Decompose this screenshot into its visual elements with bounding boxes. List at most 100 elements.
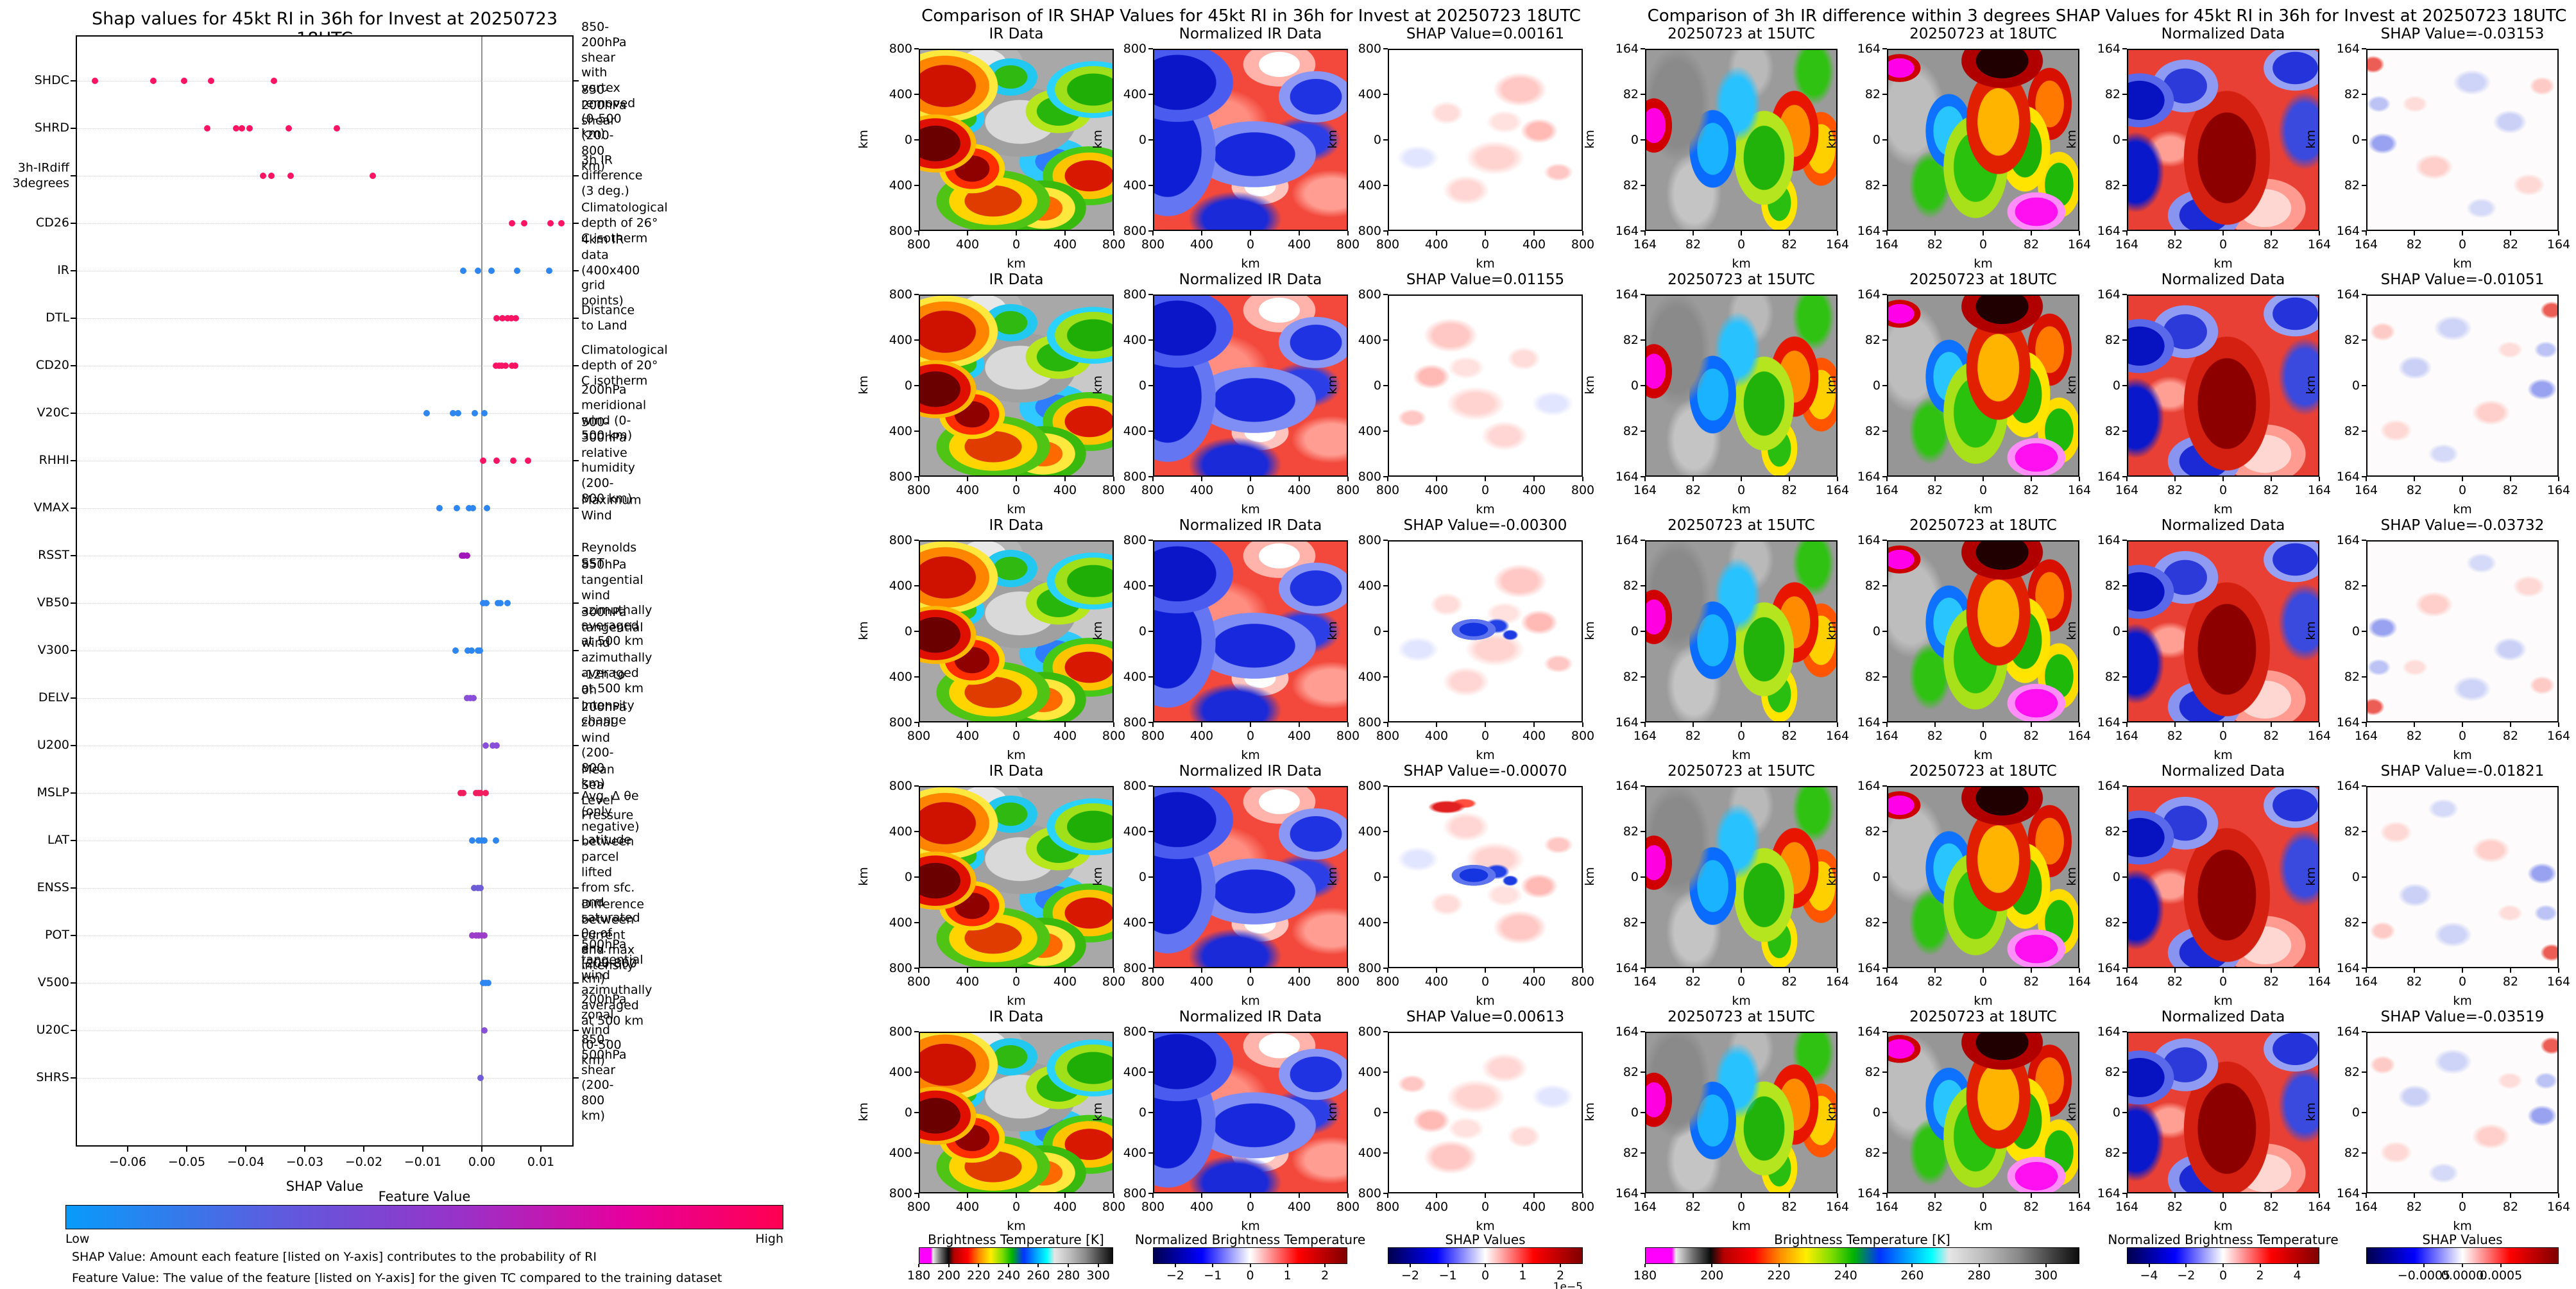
- x-tick-mark: [1485, 477, 1486, 481]
- y-tick-label: 0: [2112, 379, 2120, 393]
- y-tick-label: 0: [2112, 133, 2120, 147]
- x-tick-label: 164: [2115, 729, 2139, 743]
- y-tick-mark: [1383, 94, 1388, 95]
- y-tick-mark: [2362, 339, 2366, 341]
- y-tick-mark: [1641, 230, 1645, 232]
- y-axis-km-label: km: [1583, 621, 1597, 640]
- x-tick-mark: [1436, 477, 1437, 481]
- y-tick-mark: [2122, 294, 2127, 295]
- x-tick-label: 800: [907, 237, 931, 252]
- y-tick-mark: [1641, 431, 1645, 432]
- map-frame: [1388, 1032, 1583, 1193]
- shap-dot: [547, 220, 554, 226]
- y-tick-label: 82: [1623, 178, 1639, 192]
- x-tick-mark: [1347, 722, 1349, 727]
- x-tick-mark: [1436, 968, 1437, 973]
- y-tick-mark: [1882, 1152, 1887, 1154]
- x-tick-mark: [1741, 477, 1742, 481]
- x-tick-mark: [1299, 231, 1300, 235]
- y-tick-label: 164: [2097, 715, 2120, 730]
- x-tick-label: 82: [1927, 483, 1943, 497]
- y-tick-mark: [1383, 139, 1388, 141]
- x-tick-mark: [1250, 477, 1251, 481]
- subplot-title: Normalized Data: [2161, 26, 2285, 42]
- shap-dot: [470, 505, 477, 511]
- x-tick-mark: [1741, 1193, 1742, 1198]
- x-axis-km-label: km: [2213, 502, 2233, 516]
- y-tick-mark: [1383, 722, 1388, 723]
- x-tick-mark: [918, 1193, 919, 1198]
- y-tick-mark: [2362, 1112, 2366, 1113]
- x-tick-label: 800: [1102, 975, 1126, 989]
- subplot-title: Normalized Data: [2161, 271, 2285, 288]
- x-tick-mark: [1152, 231, 1154, 235]
- map-frame: [1887, 786, 2079, 968]
- x-tick-mark: [1201, 722, 1202, 727]
- y-tick-mark: [1148, 585, 1153, 586]
- subplot-title: SHAP Value=-0.01051: [2380, 271, 2545, 288]
- y-tick-label: 0: [1373, 133, 1381, 147]
- x-tick-label: 82: [2502, 483, 2519, 497]
- y-tick-label: 800: [1123, 1186, 1147, 1200]
- x-tick-label: 800: [907, 729, 931, 743]
- y-tick-mark: [71, 223, 76, 224]
- feature-label: MSLP: [37, 785, 70, 800]
- y-tick-label: 0: [1373, 379, 1381, 393]
- y-tick-mark: [2122, 230, 2127, 232]
- y-axis-km-label: km: [1825, 621, 1839, 640]
- footnote-shap-value: SHAP Value: Amount each feature [listed …: [72, 1250, 597, 1264]
- x-tick-mark: [918, 477, 919, 481]
- y-tick-label: 800: [889, 224, 912, 238]
- y-tick-label: 164: [2336, 42, 2360, 56]
- y-tick-mark: [1383, 294, 1388, 295]
- x-tick-mark: [2558, 231, 2559, 235]
- y-tick-mark: [1882, 968, 1887, 969]
- x-tick-mark: [1934, 722, 1936, 727]
- y-tick-label: 82: [1864, 916, 1881, 930]
- x-tick-mark: [2271, 968, 2272, 973]
- y-tick-label: 800: [1358, 779, 1381, 793]
- x-axis-km-label: km: [1732, 502, 1751, 516]
- x-axis-km-label: km: [2453, 994, 2472, 1008]
- x-tick-mark: [1983, 722, 1984, 727]
- y-tick-mark: [2362, 294, 2366, 295]
- x-tick-mark: [1837, 231, 1838, 235]
- y-tick-mark: [1641, 139, 1645, 141]
- y-tick-mark: [574, 508, 579, 509]
- y-tick-mark: [2362, 431, 2366, 432]
- x-tick-mark: [2271, 722, 2272, 727]
- y-tick-mark: [914, 48, 919, 49]
- y-tick-mark: [1148, 1112, 1153, 1113]
- x-tick-label: 400: [1190, 483, 1214, 497]
- y-tick-label: 164: [1857, 715, 1881, 730]
- x-tick-mark: [918, 231, 919, 235]
- x-tick-label: 0: [1012, 237, 1021, 252]
- x-tick-mark: [1299, 477, 1300, 481]
- y-tick-mark: [1148, 230, 1153, 232]
- x-tick-label: 800: [1376, 1200, 1400, 1214]
- y-tick-mark: [1148, 94, 1153, 95]
- y-tick-label: 400: [889, 424, 912, 438]
- x-tick-label: 400: [955, 975, 980, 989]
- x-tick-label: 400: [1424, 729, 1449, 743]
- x-tick-mark: [2319, 722, 2320, 727]
- colorbar-tick-mark: [1485, 1264, 1486, 1267]
- colorbar-tick-label: −1: [1204, 1268, 1222, 1283]
- y-axis-km-label: km: [2304, 375, 2318, 395]
- feature-description: Climatological depth of 20° C isotherm: [581, 343, 668, 388]
- y-tick-label: 0: [1138, 870, 1147, 884]
- y-tick-label: 400: [1358, 1065, 1381, 1079]
- colorbar-tick-mark: [1978, 1264, 1980, 1267]
- y-tick-mark: [1882, 48, 1887, 49]
- x-tick-mark: [1693, 968, 1694, 973]
- y-tick-mark: [71, 318, 76, 319]
- y-tick-label: 82: [2344, 579, 2360, 593]
- y-tick-mark: [2362, 230, 2366, 232]
- map-image: [920, 542, 1113, 721]
- x-tick-label: 0: [1481, 483, 1490, 497]
- x-tick-label: 800: [1102, 483, 1126, 497]
- y-tick-label: 0: [1373, 1105, 1381, 1120]
- y-tick-mark: [1383, 968, 1388, 969]
- y-tick-label: 164: [1857, 961, 1881, 975]
- subplot-title: Normalized Data: [2161, 763, 2285, 780]
